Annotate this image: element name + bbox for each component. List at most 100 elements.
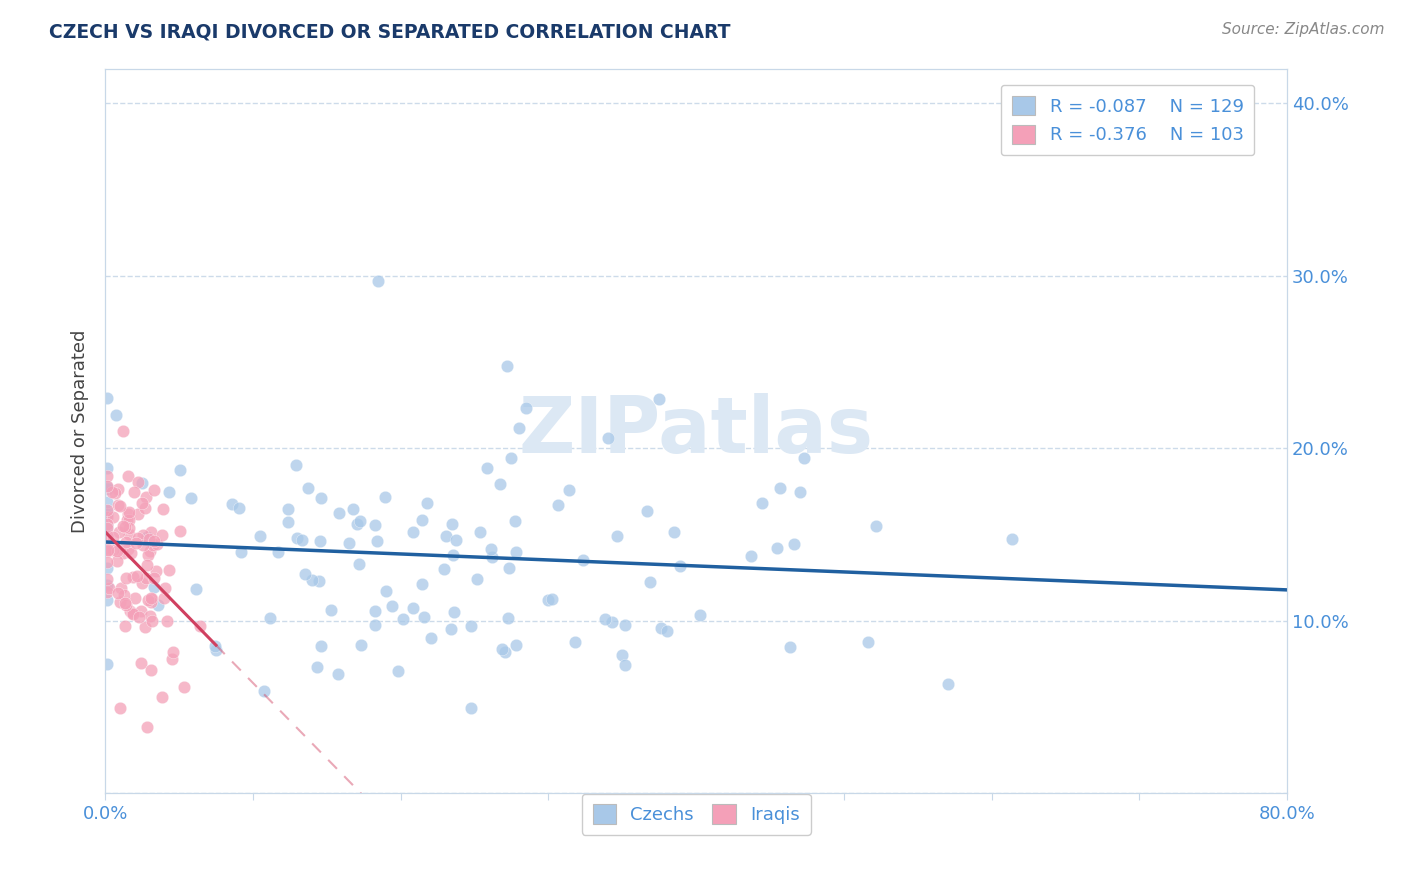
Point	[153, 581, 176, 595]
Point	[328, 506, 350, 520]
Point	[96, 507, 118, 521]
Point	[600, 615, 623, 629]
Point	[865, 519, 887, 533]
Point	[297, 481, 319, 495]
Point	[285, 531, 308, 545]
Point	[381, 599, 404, 614]
Point	[117, 468, 139, 483]
Point	[103, 486, 125, 500]
Point	[96, 503, 118, 517]
Point	[101, 543, 124, 558]
Point	[96, 519, 118, 533]
Point	[107, 544, 129, 558]
Point	[128, 609, 150, 624]
Point	[277, 502, 299, 516]
Point	[142, 483, 165, 497]
Point	[498, 560, 520, 574]
Point	[290, 533, 312, 548]
Point	[740, 549, 762, 564]
Point	[129, 604, 152, 618]
Point	[146, 537, 169, 551]
Text: CZECH VS IRAQI DIVORCED OR SEPARATED CORRELATION CHART: CZECH VS IRAQI DIVORCED OR SEPARATED COR…	[49, 22, 731, 41]
Point	[366, 533, 388, 548]
Text: ZIPatlas: ZIPatlas	[519, 393, 873, 469]
Point	[111, 545, 134, 559]
Point	[657, 624, 679, 638]
Point	[636, 504, 658, 518]
Point	[441, 548, 464, 562]
Point	[402, 525, 425, 540]
Point	[114, 588, 136, 602]
Text: Source: ZipAtlas.com: Source: ZipAtlas.com	[1222, 22, 1385, 37]
Point	[110, 582, 132, 596]
Point	[311, 491, 333, 505]
Point	[96, 555, 118, 569]
Point	[135, 558, 157, 572]
Point	[145, 564, 167, 578]
Point	[294, 567, 316, 582]
Point	[375, 584, 398, 599]
Point	[342, 501, 364, 516]
Point	[249, 529, 271, 543]
Point	[138, 532, 160, 546]
Point	[96, 532, 118, 546]
Point	[547, 498, 569, 512]
Point	[326, 667, 349, 681]
Point	[117, 541, 139, 556]
Point	[143, 570, 166, 584]
Point	[505, 544, 527, 558]
Point	[141, 591, 163, 606]
Point	[305, 659, 328, 673]
Point	[491, 642, 513, 657]
Point	[387, 665, 409, 679]
Point	[117, 521, 139, 535]
Point	[936, 677, 959, 691]
Point	[96, 517, 118, 532]
Point	[413, 610, 436, 624]
Point	[96, 469, 118, 483]
Point	[127, 569, 149, 583]
Point	[309, 534, 332, 549]
Point	[141, 591, 163, 605]
Point	[139, 609, 162, 624]
Point	[118, 526, 141, 541]
Point	[152, 502, 174, 516]
Point	[420, 631, 443, 645]
Point	[122, 485, 145, 500]
Point	[346, 517, 368, 532]
Point	[121, 607, 143, 621]
Point	[96, 510, 118, 524]
Point	[120, 604, 142, 618]
Point	[228, 501, 250, 516]
Point	[142, 537, 165, 551]
Point	[479, 541, 502, 556]
Point	[101, 530, 124, 544]
Point	[156, 614, 179, 628]
Point	[508, 421, 530, 435]
Point	[253, 683, 276, 698]
Point	[134, 501, 156, 516]
Point	[443, 605, 465, 619]
Point	[416, 496, 439, 510]
Point	[259, 611, 281, 625]
Point	[229, 545, 252, 559]
Point	[111, 425, 134, 439]
Point	[107, 586, 129, 600]
Point	[131, 496, 153, 510]
Point	[613, 658, 636, 673]
Point	[96, 482, 118, 496]
Point	[411, 513, 433, 527]
Point	[349, 514, 371, 528]
Point	[115, 598, 138, 612]
Point	[496, 611, 519, 625]
Point	[515, 401, 537, 416]
Point	[121, 607, 143, 621]
Point	[142, 533, 165, 548]
Point	[114, 520, 136, 534]
Point	[127, 508, 149, 522]
Point	[751, 496, 773, 510]
Point	[173, 680, 195, 694]
Point	[364, 603, 387, 617]
Point	[162, 645, 184, 659]
Point	[96, 572, 118, 586]
